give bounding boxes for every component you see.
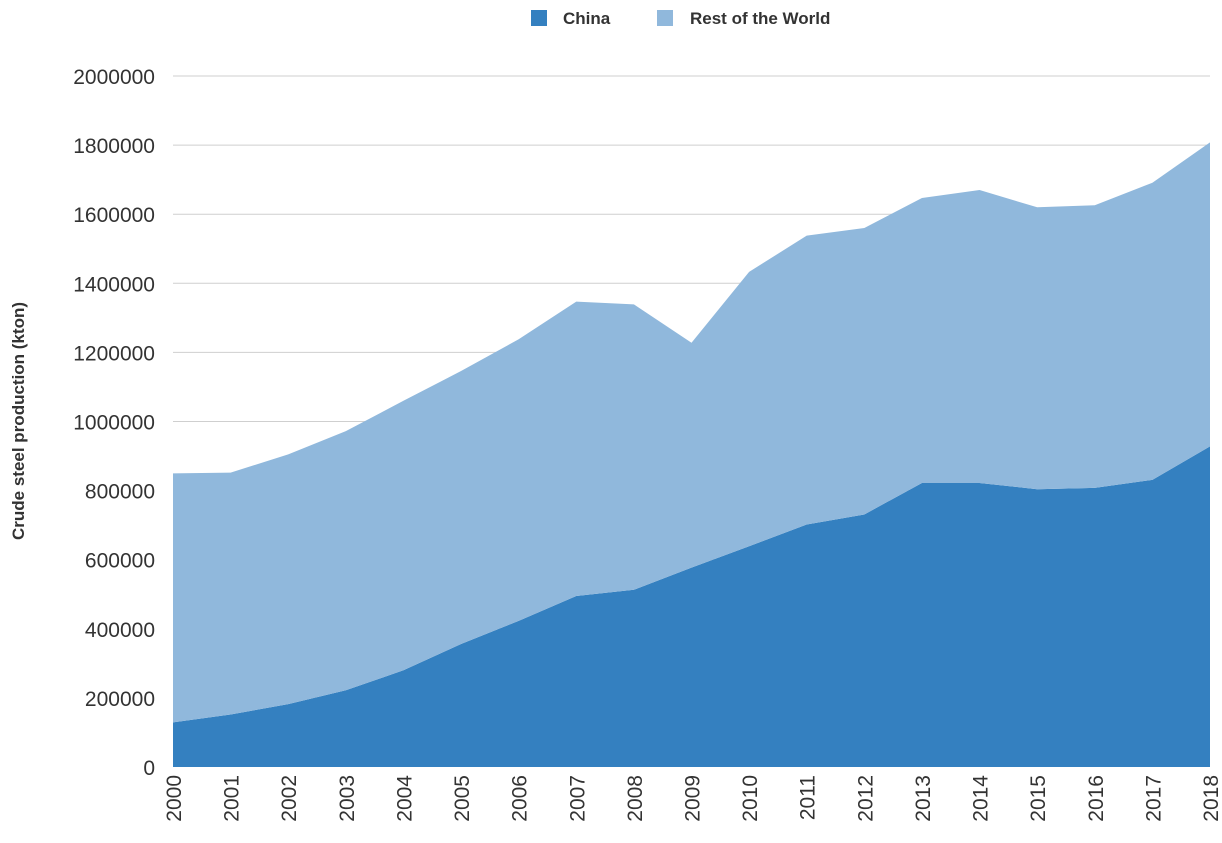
y-tick-label: 1000000: [73, 412, 155, 435]
x-tick-label: 2003: [336, 775, 359, 822]
x-tick-label: 2010: [739, 775, 762, 822]
x-tick-label: 2018: [1200, 775, 1222, 822]
y-tick-label: 1200000: [73, 342, 155, 365]
y-tick-label: 800000: [85, 481, 155, 504]
x-tick-label: 2006: [509, 775, 532, 822]
y-axis-ticks: 0 200000 400000 600000 800000 1000000 1200000 1…: [73, 66, 155, 780]
x-tick-label: 2012: [854, 775, 877, 822]
x-tick-label: 2004: [393, 775, 416, 822]
x-tick-label: 2000: [163, 775, 186, 822]
x-axis-ticks: 2000 2001 2002 2003 2004 2005 2006 2007 2008 2009…: [163, 775, 1222, 822]
y-tick-label: 0: [143, 757, 155, 780]
x-tick-label: 2007: [566, 775, 589, 822]
x-tick-label: 2014: [970, 775, 993, 822]
y-tick-label: 400000: [85, 619, 155, 642]
y-axis-title: Crude steel production (kton): [9, 302, 28, 540]
legend-swatch-rest-of-the-world: [657, 10, 673, 26]
y-tick-label: 1400000: [73, 273, 155, 296]
x-tick-label: 2011: [797, 775, 820, 820]
y-tick-label: 2000000: [73, 66, 155, 89]
x-tick-label: 2016: [1085, 775, 1108, 822]
y-tick-label: 1800000: [73, 135, 155, 158]
plot-areas: [173, 142, 1210, 767]
y-tick-label: 600000: [85, 550, 155, 573]
x-tick-label: 2008: [624, 775, 647, 822]
legend-label-rest-of-the-world: Rest of the World: [690, 9, 830, 28]
x-tick-label: 2015: [1027, 775, 1050, 822]
legend-label-china: China: [563, 9, 611, 28]
legend-swatch-china: [531, 10, 547, 26]
area-series-china: [173, 446, 1210, 767]
legend: China Rest of the World: [531, 9, 830, 28]
area-series-rest-of-the-world: [173, 142, 1210, 723]
x-tick-label: 2017: [1142, 775, 1165, 822]
x-tick-label: 2002: [278, 775, 301, 822]
y-tick-label: 1600000: [73, 204, 155, 227]
y-tick-label: 200000: [85, 688, 155, 711]
x-tick-label: 2005: [451, 775, 474, 822]
x-tick-label: 2001: [221, 775, 244, 822]
x-tick-label: 2009: [682, 775, 705, 822]
x-tick-label: 2013: [912, 775, 935, 822]
